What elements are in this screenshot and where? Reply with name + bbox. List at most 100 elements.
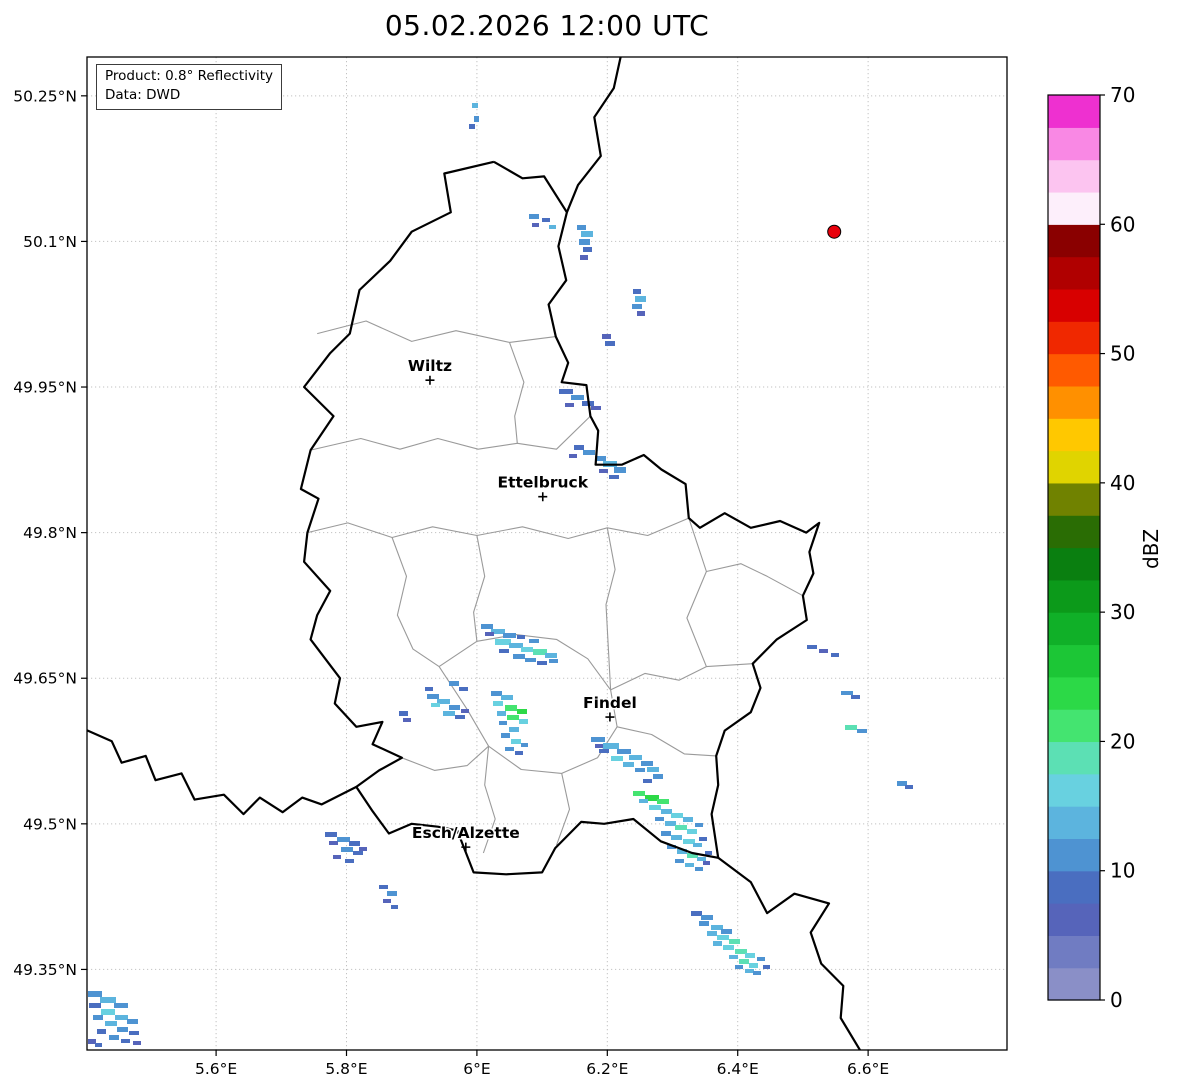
radar-echo-cell [521, 743, 528, 747]
radar-echo-cell [501, 733, 510, 738]
radar-echo-cell [695, 823, 703, 827]
radar-echo-cell [383, 899, 391, 903]
colorbar-tick-label: 40 [1110, 471, 1135, 495]
radar-echo-cell [105, 1021, 117, 1026]
radar-echo-cell [735, 949, 747, 954]
radar-echo-cell [443, 711, 455, 716]
city-label: Wiltz [408, 357, 452, 375]
x-tick-label: 5.8°E [325, 1060, 367, 1078]
radar-echo-cell [583, 247, 592, 252]
colorbar-tick-label: 70 [1110, 83, 1135, 107]
radar-echo-cell [129, 1031, 139, 1035]
region-border-line [616, 726, 717, 757]
map-layers: Wiltz Ettelbruck Findel Esch/Alzette [87, 57, 1007, 1050]
region-border-line [555, 773, 571, 846]
radar-echo-cell [455, 715, 465, 719]
radar-echo-cell [581, 231, 593, 237]
country-border-line [565, 57, 622, 213]
radar-echo-cell [641, 761, 653, 766]
x-tick-label: 6°E [463, 1060, 490, 1078]
region-border-line [310, 415, 591, 451]
radar-echo-cell [529, 639, 539, 643]
colorbar-band [1048, 773, 1100, 807]
city-label: Ettelbruck [498, 474, 589, 492]
radar-echo-cell [713, 941, 722, 946]
colorbar-band [1048, 159, 1100, 193]
radar-echo-cell [499, 721, 507, 725]
radar-echo-cell [569, 454, 577, 458]
radar-echo-cell [675, 859, 684, 863]
radar-echo-cell [711, 925, 723, 930]
radar-echo-cell [699, 837, 707, 841]
y-tick-label: 50.1°N [23, 233, 77, 251]
radar-echo-cell [533, 649, 547, 655]
radar-echo-cell [101, 1009, 115, 1015]
radar-echo-cell [611, 756, 623, 761]
radar-echo-cell [387, 891, 397, 896]
colorbar-band [1048, 127, 1100, 161]
radar-echo-cell [337, 837, 350, 842]
radar-echo-cell [707, 931, 717, 936]
radar-echo-cell [449, 681, 459, 686]
radar-echo-cell [431, 703, 440, 707]
radar-echo-cell [503, 633, 516, 638]
radar-echo-cell [515, 751, 523, 755]
radar-echo-cell [632, 304, 642, 309]
colorbar-band [1048, 644, 1100, 678]
radar-echo-cell [595, 744, 603, 748]
colorbar: 0 10 20 30 40 50 60 70 [1047, 83, 1135, 1012]
radar-echo-cell [667, 845, 676, 849]
radar-echo-cell [580, 255, 588, 260]
radar-echo-cell [545, 653, 557, 658]
radar-echo-cell [763, 965, 770, 969]
radar-echo-cell [591, 737, 605, 742]
colorbar-band [1048, 709, 1100, 743]
radar-echo-cell [427, 694, 439, 699]
radar-echo-cell [675, 825, 687, 830]
radar-echo-cell [695, 867, 703, 871]
radar-echo-cell [379, 885, 388, 889]
radar-echo-cell [509, 643, 523, 648]
radar-echo-cell [517, 709, 527, 714]
x-tick-label: 6.6°E [847, 1060, 889, 1078]
colorbar-tick-label: 60 [1110, 212, 1135, 236]
colorbar-axis-label: dBZ [1139, 528, 1163, 569]
radar-echo-cell [857, 729, 867, 733]
region-border-line [401, 745, 489, 771]
radar-echo-cell [753, 971, 761, 975]
radar-echo-cell [687, 853, 698, 858]
radar-echo-cell [117, 1027, 128, 1032]
radar-echo-cell [529, 214, 539, 219]
radar-echo-cell [509, 727, 519, 732]
colorbar-band [1048, 806, 1100, 839]
radar-echo-cell [665, 821, 676, 826]
radar-echo-cell [807, 645, 817, 649]
radar-echo-cell [721, 929, 732, 934]
radar-echo-cell [614, 467, 626, 473]
colorbar-band [1048, 838, 1100, 872]
country-border-line [87, 729, 357, 816]
city-label: Findel [583, 694, 637, 712]
radar-echo-cell [325, 832, 337, 837]
region-border-line [473, 535, 486, 642]
colorbar-band [1048, 547, 1100, 581]
radar-echo-cell [333, 855, 341, 859]
city-label: Esch/Alzette [412, 824, 520, 842]
colorbar-band [1048, 612, 1100, 646]
radar-echo-cell [897, 781, 907, 786]
radar-echo-cell [605, 341, 615, 346]
radar-echo-cell [437, 699, 450, 704]
radar-echo-cell [623, 762, 634, 767]
radar-echo-cell [591, 406, 601, 410]
colorbar-band [1048, 191, 1100, 225]
radar-echo-cell [537, 661, 547, 665]
y-tick-label: 49.5°N [23, 815, 77, 833]
radar-echo-cell [461, 709, 469, 713]
radar-echo-cell [114, 1003, 128, 1008]
radar-echo-cell [693, 843, 702, 847]
radar-echo-cell [485, 632, 494, 636]
y-tick-label: 49.8°N [23, 524, 77, 542]
radar-echo-cell [583, 450, 595, 455]
radar-echo-cell [602, 334, 611, 339]
radar-echo-cell [655, 817, 664, 821]
